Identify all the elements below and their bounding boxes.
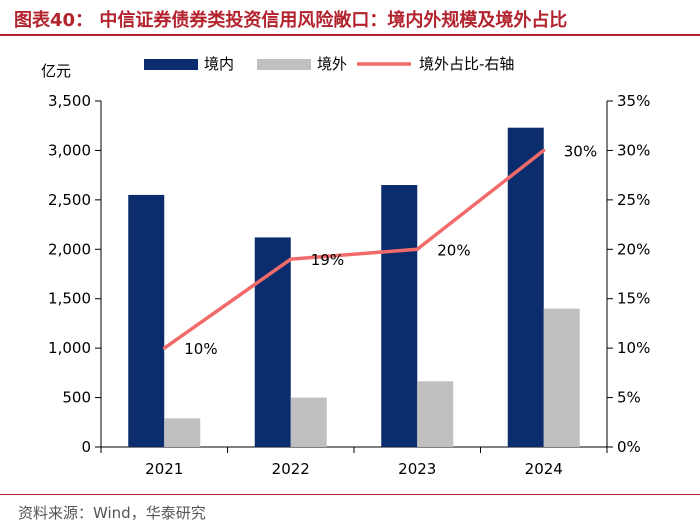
- right-axis-tick-label: 30%: [617, 141, 650, 159]
- right-axis-tick-label: 20%: [617, 240, 650, 258]
- right-axis-tick-label: 25%: [617, 191, 650, 209]
- legend: 境内 境外 境外占比-右轴: [144, 55, 514, 73]
- overseas-ratio-point: [415, 247, 419, 251]
- legend-label: 境外占比-右轴: [419, 55, 514, 73]
- x-axis-tick-label: 2023: [398, 460, 436, 478]
- left-axis-tick-label: 2,000: [48, 240, 91, 258]
- axes-layer: 0 500 1,000 1,500 2,000 2,500 3,000 3,500 0% 5% 10…: [41, 62, 650, 478]
- bar-domestic: [507, 127, 544, 447]
- bars-layer: [128, 127, 580, 447]
- overseas-ratio-point: [289, 257, 293, 261]
- right-axis-tick-label: 15%: [617, 290, 650, 308]
- overseas-ratio-point: [542, 148, 546, 152]
- overseas-ratio-data-label: 20%: [437, 241, 470, 259]
- right-axis-tick-label: 5%: [617, 389, 641, 407]
- legend-label: 境内: [204, 55, 234, 73]
- left-axis-tick-label: 0: [81, 438, 91, 456]
- right-axis-tick-label: 10%: [617, 339, 650, 357]
- bar-domestic: [128, 194, 165, 447]
- x-axis-tick-label: 2021: [145, 460, 183, 478]
- source-note: 资料来源：Wind，华泰研究: [18, 504, 206, 522]
- bar-domestic: [381, 185, 418, 447]
- left-axis-tick-label: 1,500: [48, 290, 91, 308]
- bar-domestic: [254, 237, 291, 447]
- overseas-ratio-data-label: 30%: [564, 142, 597, 160]
- legend-item-ratio: 境外占比-右轴: [357, 55, 514, 73]
- overseas-ratio-data-label: 19%: [311, 251, 344, 269]
- overseas-ratio-point: [162, 346, 166, 350]
- overseas-ratio-line: [163, 149, 545, 350]
- labels-layer: 10% 19% 20% 30%: [184, 142, 597, 358]
- chart-title: 图表40： 中信证券债券类投资信用风险敞口：境内外规模及境外占比: [14, 10, 568, 31]
- left-axis-tick-label: 500: [62, 389, 91, 407]
- bar-overseas: [290, 397, 327, 447]
- x-axis-tick-label: 2022: [272, 460, 310, 478]
- left-axis-unit: 亿元: [41, 62, 71, 80]
- legend-swatch: [257, 59, 311, 70]
- legend-label: 境外: [317, 55, 347, 73]
- right-axis-tick-label: 35%: [617, 92, 650, 110]
- bar-overseas: [417, 381, 454, 447]
- left-axis-tick-label: 3,000: [48, 141, 91, 159]
- title-bar: 图表40： 中信证券债券类投资信用风险敞口：境内外规模及境外占比: [0, 0, 700, 36]
- bar-overseas: [543, 308, 580, 447]
- right-axis-tick-label: 0%: [617, 438, 641, 456]
- legend-item-domestic: 境内: [144, 55, 234, 73]
- source-divider: [0, 494, 700, 495]
- legend-item-overseas: 境外: [257, 55, 347, 73]
- overseas-ratio-data-label: 10%: [184, 340, 217, 358]
- left-axis-tick-label: 2,500: [48, 191, 91, 209]
- chart: 0 500 1,000 1,500 2,000 2,500 3,000 3,500 0% 5% 10…: [41, 55, 650, 478]
- bar-overseas: [164, 418, 201, 447]
- left-axis-tick-label: 1,000: [48, 339, 91, 357]
- x-axis-tick-label: 2024: [525, 460, 563, 478]
- line-layer: [162, 148, 546, 350]
- legend-swatch: [144, 59, 198, 70]
- left-axis-tick-label: 3,500: [48, 92, 91, 110]
